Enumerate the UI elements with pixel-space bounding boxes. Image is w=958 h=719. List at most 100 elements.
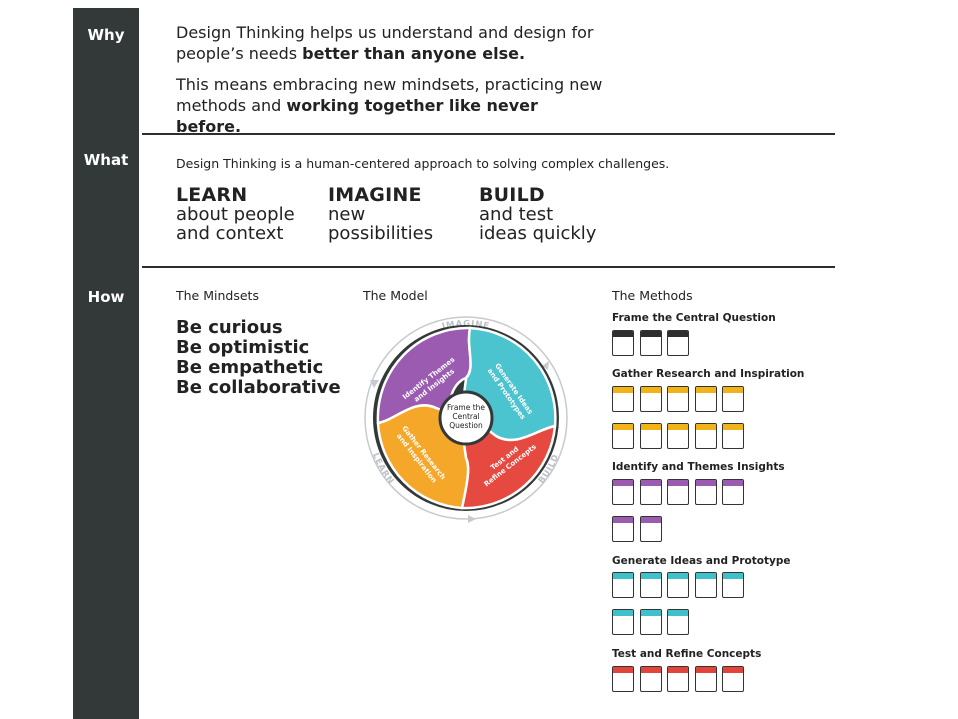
method-card-band bbox=[613, 517, 633, 523]
method-title-gather: Gather Research and Inspiration bbox=[612, 368, 805, 380]
method-card-band bbox=[640, 667, 661, 673]
method-card-band bbox=[695, 667, 716, 673]
method-card bbox=[639, 330, 662, 356]
arrow-imagine-icon bbox=[542, 361, 549, 370]
method-card bbox=[722, 479, 744, 505]
pillar-learn: LEARN about people and context bbox=[176, 184, 295, 244]
section-label-what: What bbox=[83, 151, 129, 169]
method-card bbox=[612, 609, 634, 635]
method-card-band bbox=[640, 424, 661, 430]
model-center bbox=[438, 390, 494, 446]
method-card-band bbox=[613, 610, 633, 616]
mindset-collaborative: Be collaborative bbox=[176, 377, 341, 398]
section-sidebar bbox=[73, 8, 139, 719]
method-card bbox=[639, 386, 662, 412]
section-label-how: How bbox=[87, 288, 125, 306]
pillar-learn-line2: and context bbox=[176, 223, 284, 244]
divider-what-how bbox=[142, 266, 835, 268]
method-card-band bbox=[640, 517, 661, 523]
pillar-imagine: IMAGINE new possibilities bbox=[328, 184, 434, 244]
pillar-build-line1: and test bbox=[479, 204, 554, 225]
method-card bbox=[639, 572, 662, 598]
method-card-band bbox=[640, 480, 661, 486]
method-card bbox=[639, 423, 662, 449]
method-card-band bbox=[723, 424, 743, 430]
method-card bbox=[612, 479, 634, 505]
method-card-band bbox=[668, 480, 688, 486]
pillar-build: BUILD and test ideas quickly bbox=[479, 184, 597, 244]
why-paragraph-1: Design Thinking helps us understand and … bbox=[176, 22, 596, 64]
method-card-band bbox=[668, 424, 688, 430]
method-card bbox=[612, 330, 634, 356]
why-p2-text: This means embracing new mindsets, pract… bbox=[176, 75, 603, 115]
method-card bbox=[639, 666, 662, 692]
pillar-imagine-title: IMAGINE bbox=[328, 184, 422, 206]
method-card-band bbox=[613, 667, 633, 673]
method-card-band bbox=[668, 667, 688, 673]
method-card bbox=[639, 479, 662, 505]
method-card-band bbox=[640, 331, 661, 337]
method-card bbox=[722, 572, 744, 598]
pillar-build-line2: ideas quickly bbox=[479, 223, 597, 244]
method-card-band bbox=[668, 573, 688, 579]
why-paragraph-2: This means embracing new mindsets, pract… bbox=[176, 74, 606, 137]
method-card bbox=[694, 666, 717, 692]
method-card-band bbox=[613, 387, 633, 393]
method-card-band bbox=[640, 610, 661, 616]
center-line-2: Central bbox=[452, 412, 479, 421]
why-p1-text: Design Thinking helps us understand and … bbox=[176, 23, 594, 63]
what-intro: Design Thinking is a human-centered appr… bbox=[176, 156, 670, 171]
method-title-identify: Identify and Themes Insights bbox=[612, 461, 785, 473]
method-title-frame: Frame the Central Question bbox=[612, 312, 776, 324]
method-card-band bbox=[695, 480, 716, 486]
method-card-band bbox=[668, 387, 688, 393]
method-card bbox=[722, 666, 744, 692]
method-card bbox=[667, 572, 689, 598]
method-card-band bbox=[723, 573, 743, 579]
method-card bbox=[667, 386, 689, 412]
method-card bbox=[639, 609, 662, 635]
methods-heading: The Methods bbox=[612, 288, 693, 303]
arrow-build-icon bbox=[468, 515, 476, 523]
method-card bbox=[667, 609, 689, 635]
method-card-band bbox=[695, 573, 716, 579]
method-card bbox=[694, 572, 717, 598]
model-outer-ring bbox=[364, 316, 568, 520]
mindsets-heading: The Mindsets bbox=[176, 288, 259, 303]
method-card bbox=[612, 423, 634, 449]
pillar-learn-title: LEARN bbox=[176, 184, 248, 206]
method-card bbox=[612, 666, 634, 692]
method-card-band bbox=[640, 573, 661, 579]
method-card-band bbox=[613, 331, 633, 337]
method-card bbox=[722, 423, 744, 449]
pillar-learn-line1: about people bbox=[176, 204, 295, 225]
arrow-learn-icon bbox=[370, 380, 379, 388]
method-card-band bbox=[723, 387, 743, 393]
divider-why-what bbox=[142, 133, 835, 135]
method-card bbox=[639, 516, 662, 542]
why-p2-emphasis: working together like never before. bbox=[176, 96, 538, 136]
mindset-curious: Be curious bbox=[176, 317, 283, 338]
method-card-band bbox=[668, 610, 688, 616]
model-diagram: IMAGINE LEARN BUILD Frame the Central Qu… bbox=[364, 316, 568, 523]
method-card bbox=[612, 516, 634, 542]
pillar-build-title: BUILD bbox=[479, 184, 545, 206]
method-card bbox=[667, 423, 689, 449]
method-card-band bbox=[613, 424, 633, 430]
method-card-band bbox=[695, 387, 716, 393]
method-card bbox=[722, 386, 744, 412]
pillar-imagine-line2: possibilities bbox=[328, 223, 434, 244]
mindset-optimistic: Be optimistic bbox=[176, 337, 310, 358]
method-card-band bbox=[640, 387, 661, 393]
section-label-why: Why bbox=[87, 26, 125, 44]
method-card bbox=[612, 572, 634, 598]
method-card bbox=[667, 479, 689, 505]
method-card bbox=[667, 330, 689, 356]
why-p1-emphasis: better than anyone else. bbox=[302, 44, 526, 63]
center-line-3: Question bbox=[449, 421, 483, 430]
method-card bbox=[694, 423, 717, 449]
method-title-test: Test and Refine Concepts bbox=[612, 648, 762, 660]
method-card-band bbox=[723, 480, 743, 486]
method-card-band bbox=[723, 667, 743, 673]
method-card-band bbox=[668, 331, 688, 337]
